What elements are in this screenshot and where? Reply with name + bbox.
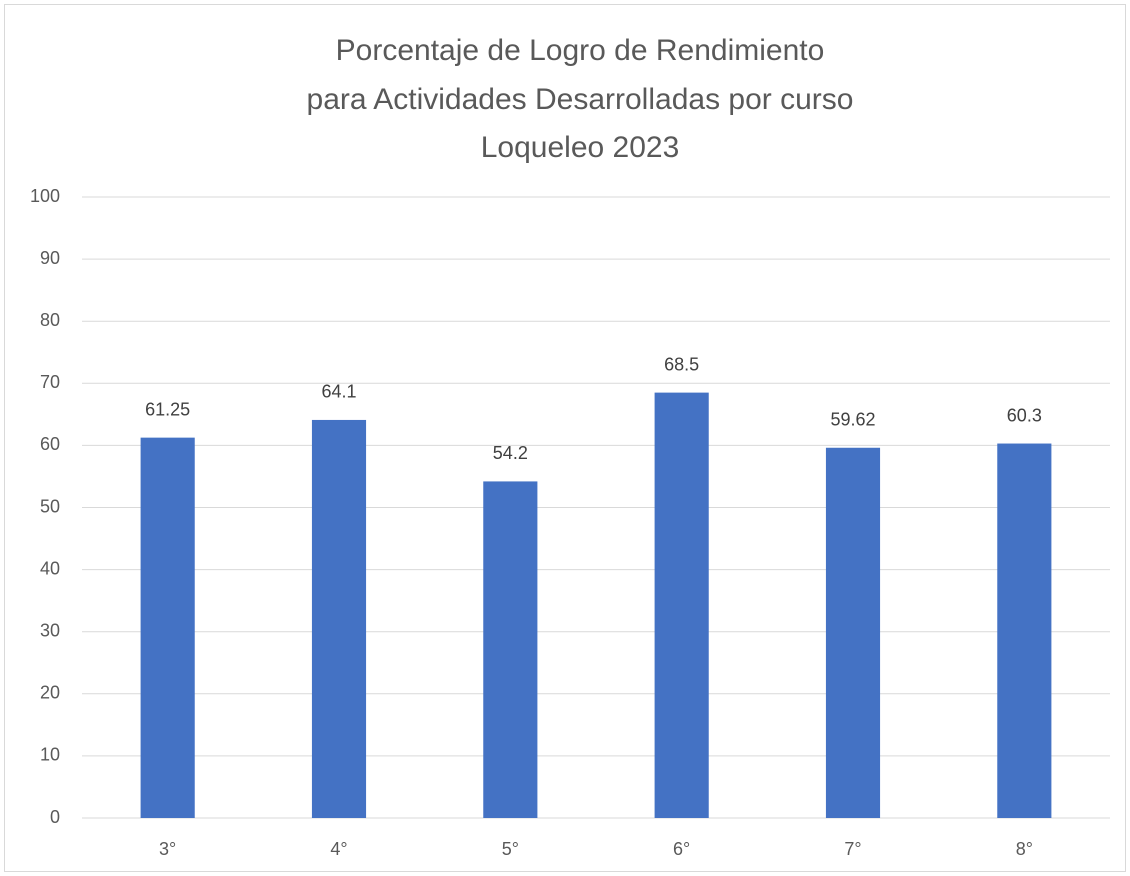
bar (483, 481, 538, 818)
x-tick-label: 6° (673, 839, 690, 859)
bar (997, 443, 1052, 818)
data-label: 61.25 (145, 399, 190, 419)
y-tick-label: 40 (40, 558, 60, 578)
x-tick-label: 4° (330, 839, 347, 859)
y-tick-label: 80 (40, 310, 60, 330)
y-tick-label: 30 (40, 620, 60, 640)
y-tick-label: 20 (40, 683, 60, 703)
data-label: 54.2 (493, 443, 528, 463)
y-tick-label: 10 (40, 745, 60, 765)
y-tick-label: 90 (40, 248, 60, 268)
x-tick-label: 7° (844, 839, 861, 859)
bar (140, 437, 195, 818)
chart-title: Loqueleo 2023 (481, 131, 680, 164)
bar (825, 447, 881, 818)
data-label: 59.62 (830, 410, 875, 430)
y-tick-label: 0 (50, 807, 60, 827)
y-tick-label: 50 (40, 496, 60, 516)
x-tick-label: 5° (502, 839, 519, 859)
y-tick-label: 60 (40, 434, 60, 454)
y-tick-label: 70 (40, 372, 60, 392)
bar (654, 392, 709, 818)
data-label: 64.1 (321, 382, 356, 402)
chart-title: Porcentaje de Logro de Rendimiento (336, 34, 825, 67)
x-tick-label: 3° (159, 839, 176, 859)
y-tick-label: 100 (30, 186, 60, 206)
data-label: 68.5 (664, 354, 699, 374)
data-label: 60.3 (1007, 405, 1042, 425)
chart-title: para Actividades Desarrolladas por curso (307, 83, 854, 116)
x-tick-label: 8° (1016, 839, 1033, 859)
bar (311, 419, 367, 818)
